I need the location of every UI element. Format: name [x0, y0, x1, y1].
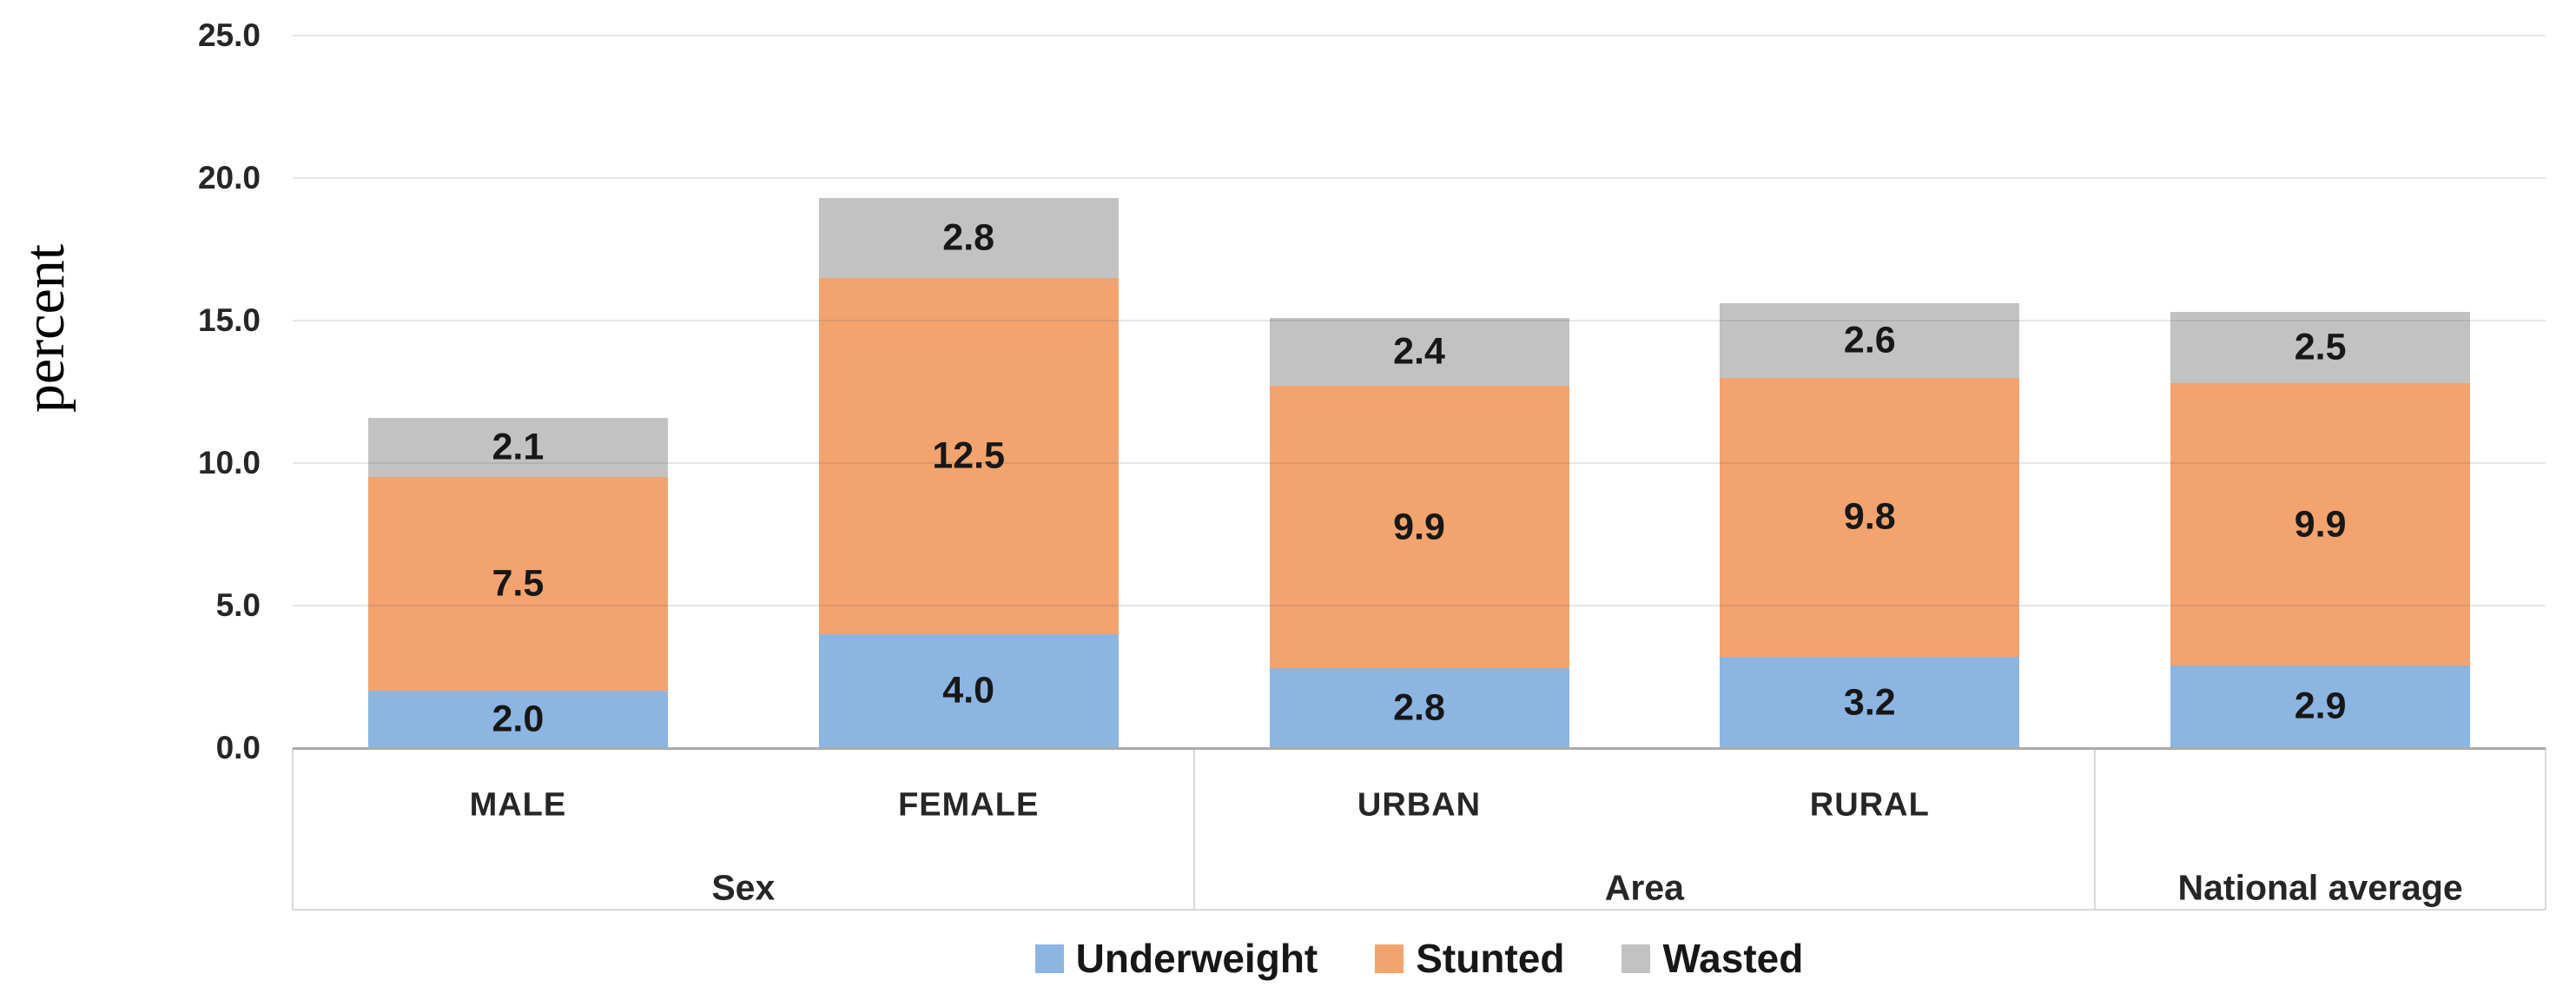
- y-tick-label: 25.0: [197, 17, 261, 53]
- category-label-rural: RURAL: [1809, 786, 1930, 824]
- bar-segment-female-underweight: [818, 633, 1119, 748]
- value-label-rural-stunted: 9.8: [1843, 495, 1896, 538]
- value-label-national-average-stunted: 9.9: [2294, 503, 2347, 546]
- value-label-rural-wasted: 2.6: [1843, 319, 1896, 361]
- y-tick-label: 20.0: [197, 160, 261, 195]
- value-label-rural-underweight: 3.2: [1843, 681, 1896, 724]
- value-label-national-average-wasted: 2.5: [2294, 326, 2347, 368]
- value-label-female-wasted: 2.8: [942, 216, 995, 259]
- legend-label-stunted: Stunted: [1416, 936, 1565, 981]
- group-label-sex: Sex: [711, 867, 776, 908]
- gridline: [293, 462, 2546, 464]
- legend-swatch-underweight: [1034, 944, 1064, 973]
- legend-label-underweight: Underweight: [1075, 936, 1318, 981]
- bar-segment-male-underweight: [367, 691, 668, 748]
- y-tick-label: 0.0: [215, 730, 261, 765]
- bar-segment-male-stunted: [367, 477, 668, 692]
- legend-item-underweight: Underweight: [1034, 935, 1318, 982]
- value-label-male-underweight: 2.0: [492, 698, 545, 740]
- category-label-male: MALE: [469, 786, 567, 824]
- bar-segment-urban-underweight: [1269, 668, 1569, 748]
- legend-item-stunted: Stunted: [1375, 935, 1564, 982]
- category-group-divider: [2094, 748, 2097, 910]
- value-label-male-stunted: 7.5: [492, 562, 545, 605]
- bar-segment-national-average-underweight: [2170, 665, 2471, 748]
- legend-swatch-stunted: [1375, 944, 1404, 973]
- bar-segment-female-wasted: [818, 197, 1119, 278]
- bar-segment-female-stunted: [818, 277, 1119, 634]
- bar-segment-urban-stunted: [1269, 386, 1569, 669]
- y-axis-title: percent: [13, 243, 76, 414]
- bar-segment-rural-stunted: [1720, 377, 2020, 658]
- value-label-female-underweight: 4.0: [942, 669, 995, 712]
- category-label-female: FEMALE: [898, 786, 1040, 824]
- category-label-urban: URBAN: [1357, 786, 1482, 824]
- group-label-national-average: National average: [2177, 867, 2463, 908]
- category-box-bottom-border: [293, 909, 2546, 911]
- bar-segment-urban-wasted: [1269, 317, 1569, 387]
- gridline: [293, 35, 2546, 36]
- category-box-right-border: [2545, 748, 2546, 910]
- value-label-national-average-underweight: 2.9: [2294, 685, 2347, 727]
- x-axis-line: [293, 747, 2546, 750]
- gridline: [293, 320, 2546, 321]
- value-label-male-wasted: 2.1: [492, 426, 545, 468]
- bar-segment-male-wasted: [367, 417, 668, 478]
- y-tick-label: 15.0: [197, 302, 261, 338]
- bar-segment-rural-underweight: [1720, 657, 2020, 748]
- category-group-divider: [1192, 748, 1195, 910]
- bar-segment-rural-wasted: [1720, 303, 2020, 378]
- legend-label-wasted: Wasted: [1662, 936, 1804, 981]
- category-box-left-border: [292, 748, 294, 910]
- bar-segment-national-average-stunted: [2170, 383, 2471, 666]
- legend-item-wasted: Wasted: [1622, 935, 1803, 982]
- gridline: [293, 177, 2546, 179]
- value-label-urban-wasted: 2.4: [1393, 330, 1445, 373]
- y-tick-label: 10.0: [197, 445, 261, 480]
- legend: Underweight Stunted Wasted: [293, 935, 2546, 982]
- gridline: [293, 605, 2546, 606]
- legend-swatch-wasted: [1622, 944, 1651, 973]
- value-label-urban-underweight: 2.8: [1393, 686, 1445, 729]
- value-label-urban-stunted: 9.9: [1393, 506, 1445, 548]
- group-label-area: Area: [1604, 867, 1684, 908]
- y-tick-label: 5.0: [215, 587, 261, 623]
- bar-segment-national-average-wasted: [2170, 312, 2471, 384]
- value-label-female-stunted: 12.5: [932, 434, 1006, 477]
